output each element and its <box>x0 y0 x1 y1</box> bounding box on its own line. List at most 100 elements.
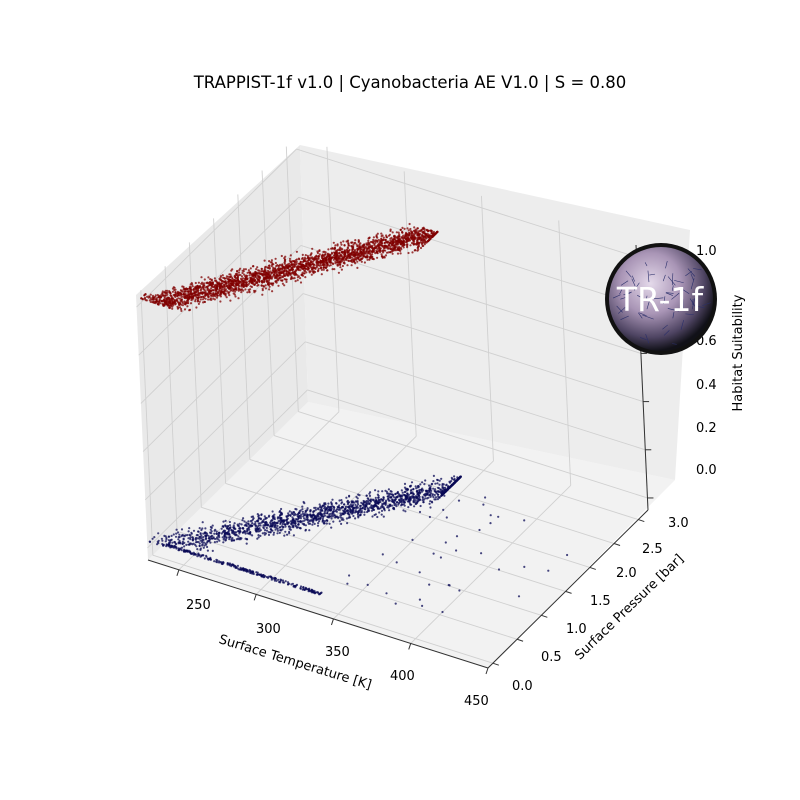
data-point <box>180 528 184 531</box>
data-point <box>170 295 173 298</box>
data-point <box>220 532 223 535</box>
data-point <box>458 476 462 479</box>
data-point <box>260 521 263 524</box>
data-point <box>200 534 203 538</box>
data-point <box>227 524 230 528</box>
data-point <box>324 502 327 505</box>
data-point <box>256 281 259 284</box>
data-point <box>547 569 550 572</box>
data-point <box>211 524 214 527</box>
data-point <box>286 522 289 525</box>
data-point <box>252 276 255 280</box>
planet-vein <box>637 295 645 300</box>
data-point <box>319 267 322 270</box>
data-point <box>403 227 406 230</box>
data-point <box>218 536 221 539</box>
data-point <box>199 295 203 299</box>
data-point <box>293 520 296 523</box>
data-point <box>420 229 423 232</box>
data-point <box>344 507 347 510</box>
grid-line <box>300 244 642 354</box>
data-point <box>235 283 238 286</box>
data-point <box>208 536 211 540</box>
data-point <box>284 525 287 528</box>
data-point <box>254 271 257 274</box>
data-point <box>373 243 376 246</box>
data-point <box>316 264 319 267</box>
data-point <box>412 487 415 491</box>
data-point <box>416 238 419 241</box>
data-point <box>377 496 380 499</box>
data-point <box>400 489 403 492</box>
data-point <box>328 516 331 519</box>
data-point <box>351 512 354 515</box>
data-point <box>401 244 404 248</box>
data-point <box>292 585 295 588</box>
data-point <box>158 296 161 299</box>
data-point <box>301 263 304 266</box>
data-point <box>198 527 201 530</box>
planet-vein <box>663 330 670 336</box>
planet-vein <box>671 292 680 300</box>
x-tick-label: 300 <box>256 622 281 637</box>
data-point <box>317 517 320 520</box>
y-tick <box>613 543 621 546</box>
data-point <box>294 585 297 588</box>
planet-vein <box>619 286 624 295</box>
y-tick-label: 2.5 <box>642 542 663 557</box>
data-point <box>517 595 521 598</box>
data-point <box>416 485 420 488</box>
data-point <box>223 532 227 536</box>
data-point <box>196 284 199 288</box>
data-point <box>357 240 360 244</box>
data-point <box>360 260 363 263</box>
data-point <box>265 526 268 530</box>
data-point <box>334 515 337 518</box>
data-point <box>321 517 324 520</box>
data-point <box>399 228 402 231</box>
data-point <box>377 238 380 242</box>
data-point <box>284 530 287 533</box>
data-point <box>226 284 229 288</box>
data-point <box>212 291 215 295</box>
data-point <box>172 304 175 307</box>
data-point <box>367 250 370 253</box>
data-point <box>374 489 377 492</box>
data-point <box>242 283 245 287</box>
data-point <box>184 294 187 297</box>
data-point <box>269 520 272 523</box>
data-point <box>215 530 218 533</box>
data-point <box>229 273 232 276</box>
data-point <box>281 275 284 278</box>
data-point <box>436 486 440 489</box>
data-point <box>458 589 461 592</box>
data-point <box>149 297 152 300</box>
data-point <box>406 236 410 240</box>
data-point <box>224 293 227 296</box>
data-point <box>342 240 345 243</box>
data-point <box>259 524 262 527</box>
planet-vein <box>674 280 684 284</box>
data-point <box>155 300 158 303</box>
data-point <box>222 520 225 523</box>
data-point <box>375 235 378 238</box>
data-point <box>279 522 282 526</box>
planet-vein <box>691 298 696 310</box>
data-point <box>198 542 201 545</box>
data-point <box>311 270 314 273</box>
data-point <box>400 242 403 245</box>
data-point <box>220 284 223 288</box>
data-point <box>240 279 243 282</box>
data-point <box>157 532 160 535</box>
data-point <box>444 541 447 544</box>
data-point <box>433 498 436 501</box>
y-tick <box>492 662 500 666</box>
data-point <box>356 513 359 516</box>
data-point <box>336 243 339 246</box>
data-point <box>415 497 418 500</box>
data-point <box>441 484 444 487</box>
data-point <box>271 284 274 287</box>
data-point <box>362 255 365 258</box>
data-point <box>214 292 217 295</box>
data-point <box>196 537 199 540</box>
